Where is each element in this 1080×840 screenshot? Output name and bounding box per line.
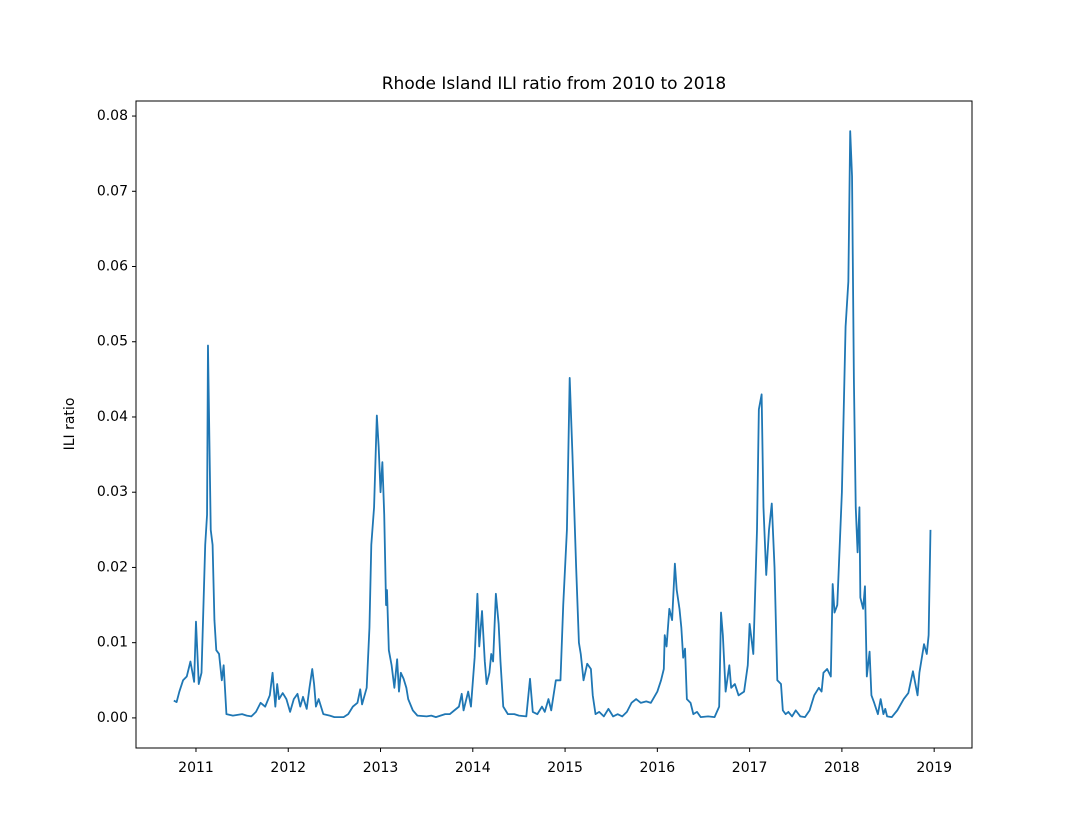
y-tick-label: 0.02 [97,559,128,575]
x-tick-label: 2016 [640,760,676,776]
y-axis-label: ILI ratio [62,398,78,451]
x-tick-label: 2017 [732,760,768,776]
x-tick-label: 2011 [178,760,214,776]
chart-title: Rhode Island ILI ratio from 2010 to 2018 [382,74,727,94]
data-line [173,130,932,719]
y-tick-label: 0.03 [97,484,128,500]
x-tick-label: 2015 [547,760,583,776]
y-tick-label: 0.07 [97,183,128,199]
y-tick-label: 0.00 [97,710,128,726]
x-tick-label: 2018 [824,760,860,776]
y-tick-label: 0.08 [97,108,128,124]
x-tick-label: 2019 [916,760,952,776]
x-tick-label: 2012 [270,760,306,776]
axes-frame [135,100,973,749]
y-tick-label: 0.01 [97,635,128,651]
y-tick-label: 0.05 [97,334,128,350]
x-tick-label: 2013 [363,760,399,776]
y-tick-label: 0.06 [97,259,128,275]
x-tick-label: 2014 [455,760,491,776]
y-tick-label: 0.04 [97,409,128,425]
